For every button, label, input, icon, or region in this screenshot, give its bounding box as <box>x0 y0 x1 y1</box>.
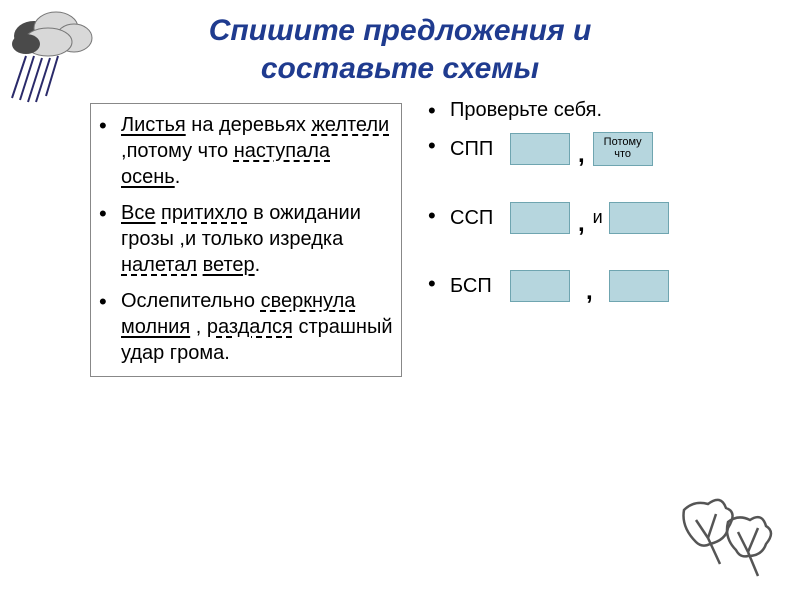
bullet-icon: • <box>428 202 450 234</box>
sentence-3: • Ослепительно сверкнула молния , раздал… <box>99 288 393 366</box>
scheme-ssp: • ССП , и <box>428 202 760 234</box>
check-label: Проверьте себя. <box>450 97 602 126</box>
conjunction-i: и <box>593 206 603 229</box>
clause-box <box>510 133 570 165</box>
sentence-1-text: Листья на деревьях желтели ,потому что н… <box>121 112 393 190</box>
bullet-icon: • <box>428 132 450 166</box>
comma: , <box>578 208 585 239</box>
clause-box <box>609 202 669 234</box>
sentences-box: • Листья на деревьях желтели ,потому что… <box>90 103 402 377</box>
ssp-label: ССП <box>450 205 504 231</box>
clause-box <box>510 270 570 302</box>
scheme-bsp-line: БСП , <box>450 270 669 302</box>
page-title: Спишите предложения и составьте схемы <box>0 0 800 87</box>
sentence-2: • Все притихло в ожидании грозы ,и тольк… <box>99 200 393 278</box>
scheme-spp: • СПП , Потомучто <box>428 132 760 166</box>
leaves-icon <box>666 482 786 592</box>
schemes-column: • Проверьте себя. • СПП , Потомучто • СС… <box>420 97 760 377</box>
scheme-spp-line: СПП , Потомучто <box>450 132 653 166</box>
scheme-ssp-line: ССП , и <box>450 202 669 234</box>
check-yourself: • Проверьте себя. <box>428 97 760 126</box>
bullet-icon: • <box>99 200 121 278</box>
clause-box-labeled: Потомучто <box>593 132 653 166</box>
sentences-column: • Листья на деревьях желтели ,потому что… <box>40 97 410 377</box>
title-line-1: Спишите предложения и <box>209 14 592 47</box>
bullet-icon: • <box>99 112 121 190</box>
bullet-icon: • <box>99 288 121 366</box>
spp-label: СПП <box>450 136 504 162</box>
clause-box <box>510 202 570 234</box>
scheme-bsp: • БСП , <box>428 270 760 302</box>
sentence-2-text: Все притихло в ожидании грозы ,и только … <box>121 200 393 278</box>
sentence-1: • Листья на деревьях желтели ,потому что… <box>99 112 393 190</box>
comma: , <box>578 139 585 170</box>
cloud-rain-icon <box>6 6 116 116</box>
bullet-icon: • <box>428 270 450 302</box>
title-line-2: составьте схемы <box>261 52 539 85</box>
content-columns: • Листья на деревьях желтели ,потому что… <box>0 87 800 377</box>
sentence-3-text: Ослепительно сверкнула молния , раздался… <box>121 288 393 366</box>
clause-box <box>609 270 669 302</box>
bsp-label: БСП <box>450 273 504 299</box>
comma: , <box>586 276 593 307</box>
bullet-icon: • <box>428 97 450 126</box>
